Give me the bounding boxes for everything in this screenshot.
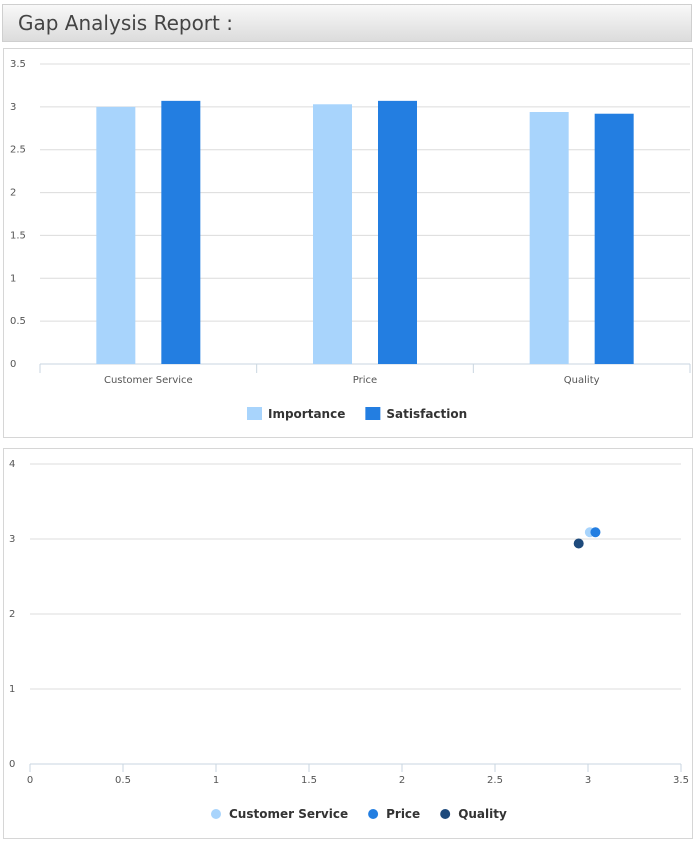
legend-marker xyxy=(368,809,379,819)
y-tick-label: 1 xyxy=(9,684,15,695)
y-tick-label: 2.5 xyxy=(10,145,26,156)
x-tick-label: Customer Service xyxy=(104,375,193,386)
y-tick-label: 1.5 xyxy=(10,230,26,241)
legend-label: Satisfaction xyxy=(386,407,467,421)
x-tick-label: 3.5 xyxy=(673,775,689,786)
legend-swatch xyxy=(247,407,262,420)
x-tick-label: 0 xyxy=(27,775,33,786)
x-tick-label: 1 xyxy=(213,775,219,786)
scatter-chart: 0 1 2 3 4 0 0.5 1 1.5 2 2.5 3 3.5 Customer Service Pri… xyxy=(9,459,689,821)
y-tick-label: 2 xyxy=(10,188,16,199)
bar xyxy=(161,100,201,364)
y-tick-label: 0 xyxy=(9,759,15,770)
legend-label: Price xyxy=(386,807,420,821)
legend-marker xyxy=(211,809,221,819)
y-tick-label: 2 xyxy=(9,609,15,620)
bar-chart: 0 0.5 1 1.5 2 2.5 3 3.5 Customer Service Price Qua… xyxy=(10,59,691,421)
scatter-point xyxy=(590,527,601,538)
x-tick-label: Price xyxy=(353,375,377,386)
y-tick-label: 0 xyxy=(10,359,16,370)
legend-label: Quality xyxy=(458,807,507,821)
legend-label: Customer Service xyxy=(229,807,348,821)
legend-swatch xyxy=(365,407,381,420)
scatter-point xyxy=(573,538,584,549)
y-tick-label: 0.5 xyxy=(10,316,26,327)
legend-label: Importance xyxy=(268,407,345,421)
y-tick-label: 3 xyxy=(10,102,16,113)
x-tick-label: Quality xyxy=(564,375,600,386)
page-title: Gap Analysis Report : xyxy=(18,11,233,35)
x-tick-label: 2.5 xyxy=(487,775,503,786)
x-tick-label: 1.5 xyxy=(301,775,317,786)
y-tick-label: 3 xyxy=(9,534,15,545)
bar xyxy=(313,104,352,365)
x-tick-label: 2 xyxy=(399,775,405,786)
y-tick-label: 1 xyxy=(10,273,16,284)
y-tick-label: 3.5 xyxy=(10,59,26,70)
bar xyxy=(594,113,634,364)
bar-chart-panel: 0 0.5 1 1.5 2 2.5 3 3.5 Customer Service Price Qua… xyxy=(3,48,693,438)
bar xyxy=(529,112,569,364)
legend-marker xyxy=(440,809,451,819)
bar xyxy=(96,106,136,364)
bar xyxy=(378,100,417,364)
y-tick-label: 4 xyxy=(9,459,15,470)
x-tick-label: 0.5 xyxy=(115,775,131,786)
x-tick-label: 3 xyxy=(585,775,591,786)
report-header: Gap Analysis Report : xyxy=(2,4,692,42)
scatter-chart-panel: 0 1 2 3 4 0 0.5 1 1.5 2 2.5 3 3.5 Customer Service Pri… xyxy=(3,448,693,839)
